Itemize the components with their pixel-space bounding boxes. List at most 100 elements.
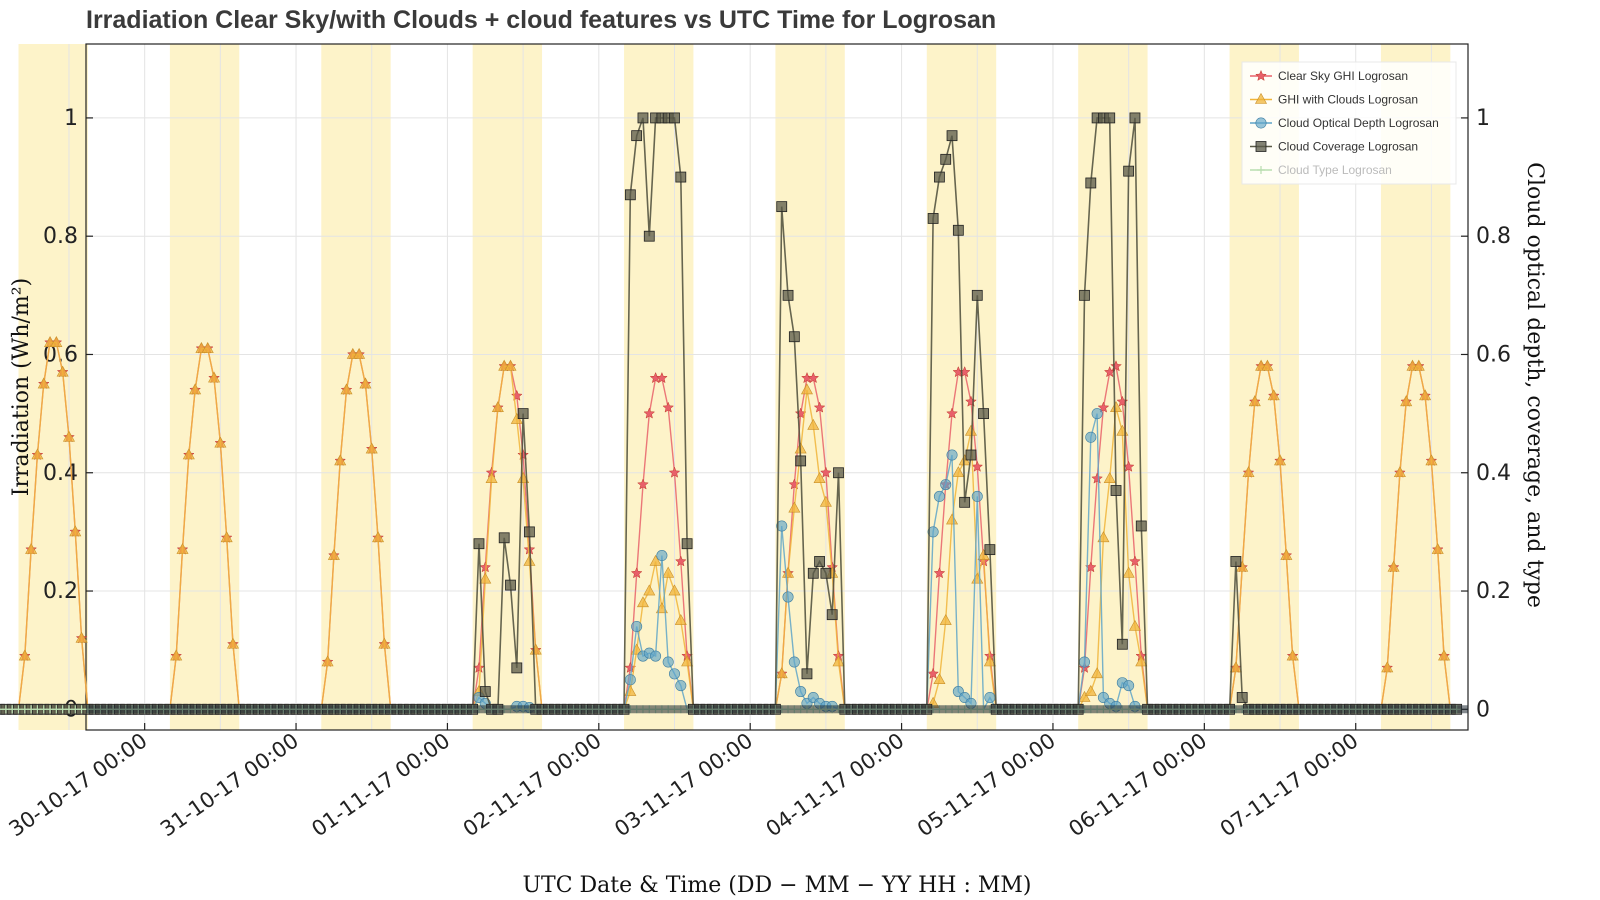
legend-label: Cloud Type Logrosan	[1278, 163, 1392, 177]
data-point-triangle	[1103, 472, 1116, 483]
data-point-circle	[933, 490, 945, 502]
y2-tick-label: 0.8	[1476, 224, 1511, 249]
y2-tick-label: 1	[1476, 106, 1490, 131]
data-point-triangle	[1438, 649, 1451, 661]
data-point-triangle	[176, 543, 189, 554]
data-point-circle	[927, 526, 939, 538]
data-point-triangle	[1242, 466, 1255, 478]
data-point-triangle	[220, 531, 233, 543]
data-point-triangle	[378, 637, 391, 649]
data-point-square	[807, 567, 819, 579]
data-point-triangle	[1084, 684, 1097, 696]
y2-tick-label: 0	[1476, 697, 1490, 722]
data-point-triangle	[321, 655, 334, 667]
data-point-triangle	[504, 359, 517, 371]
data-point-square	[631, 130, 643, 142]
data-point-circle	[675, 680, 687, 692]
data-point-triangle	[1229, 661, 1242, 673]
data-point-square	[1230, 556, 1242, 567]
data-point-circle	[1078, 656, 1090, 668]
data-point-circle	[650, 650, 662, 662]
data-point-triangle	[636, 596, 649, 608]
data-point-square	[524, 526, 535, 538]
data-point-circle	[1255, 117, 1267, 129]
data-point-circle	[631, 621, 643, 633]
data-point-triangle	[491, 401, 504, 412]
legend: Clear Sky GHI Logrosan GHI with Clouds Lo…	[1241, 61, 1457, 185]
chart-title: Irradiation Clear Sky/with Clouds + clou…	[86, 6, 997, 34]
data-point-triangle	[1091, 667, 1104, 679]
data-point-square	[643, 230, 655, 242]
data-point-square	[820, 567, 832, 579]
data-point-star	[927, 667, 939, 679]
data-point-square	[1236, 692, 1248, 703]
data-point-square	[927, 213, 939, 224]
data-point-triangle	[1097, 531, 1110, 543]
data-point-square	[833, 467, 844, 479]
data-point-triangle	[1128, 619, 1141, 631]
data-point-triangle	[69, 525, 82, 537]
data-point-square	[505, 579, 516, 591]
data-point-square	[1123, 165, 1135, 177]
data-point-circle	[971, 490, 983, 502]
data-point-triangle	[983, 655, 996, 667]
data-point-triangle	[649, 554, 662, 566]
x-tick-label: 01-11-17 00:00	[307, 728, 454, 841]
data-point-square	[814, 556, 825, 567]
data-point-circle	[1085, 431, 1097, 443]
data-point-star	[674, 555, 687, 567]
data-point-circle	[782, 591, 794, 603]
data-point-triangle	[1254, 92, 1268, 104]
data-point-circle	[788, 656, 800, 668]
data-point-triangle	[25, 543, 38, 554]
data-point-triangle	[1381, 661, 1394, 673]
data-point-star	[946, 407, 958, 419]
x-tick-label: 04-11-17 00:00	[762, 728, 909, 841]
x-tick-label: 05-11-17 00:00	[913, 728, 1060, 841]
data-point-square	[511, 662, 523, 674]
data-point-square	[940, 153, 952, 165]
legend-entry: Clear Sky GHI Logrosan	[1250, 69, 1408, 83]
data-point-star	[1110, 360, 1122, 372]
data-point-triangle	[170, 649, 183, 661]
data-point-triangle	[182, 448, 195, 460]
data-point-plus	[1257, 166, 1265, 174]
data-point-square	[801, 668, 813, 680]
data-point-square	[965, 449, 977, 461]
y-tick-label: 0.2	[43, 579, 78, 604]
data-point-star	[1129, 555, 1141, 567]
data-point-triangle	[75, 631, 88, 643]
data-point-circle	[776, 520, 788, 532]
data-point-triangle	[37, 377, 50, 389]
data-point-star	[820, 466, 832, 478]
data-point-star	[971, 460, 984, 472]
data-point-triangle	[523, 554, 536, 566]
data-point-triangle	[214, 436, 227, 448]
data-point-triangle	[1078, 690, 1091, 702]
data-point-circle	[1123, 680, 1135, 692]
legend-label: Cloud Coverage Logrosan	[1278, 140, 1418, 154]
data-point-triangle	[50, 336, 63, 347]
legend-box	[1241, 61, 1457, 185]
data-point-triangle	[1412, 359, 1425, 371]
data-point-triangle	[1400, 395, 1413, 407]
x-tick-label: 31-10-17 00:00	[156, 728, 303, 841]
data-point-triangle	[939, 613, 952, 625]
data-point-triangle	[340, 383, 353, 395]
data-point-square	[788, 331, 800, 343]
data-point-star	[637, 478, 649, 490]
data-point-triangle	[1248, 395, 1261, 407]
data-point-triangle	[946, 513, 959, 525]
y-axis-title: Irradiation (Wh/m²)	[9, 278, 34, 496]
data-point-star	[668, 466, 681, 478]
data-point-star	[807, 371, 820, 384]
data-point-square	[1085, 177, 1097, 189]
data-point-triangle	[681, 655, 694, 667]
data-point-square	[952, 224, 964, 236]
daytime-band	[321, 44, 391, 730]
data-point-star	[630, 567, 643, 579]
data-point-triangle	[662, 566, 675, 578]
data-point-triangle	[353, 347, 366, 359]
data-point-square	[946, 130, 958, 142]
daytime-band	[472, 44, 543, 730]
